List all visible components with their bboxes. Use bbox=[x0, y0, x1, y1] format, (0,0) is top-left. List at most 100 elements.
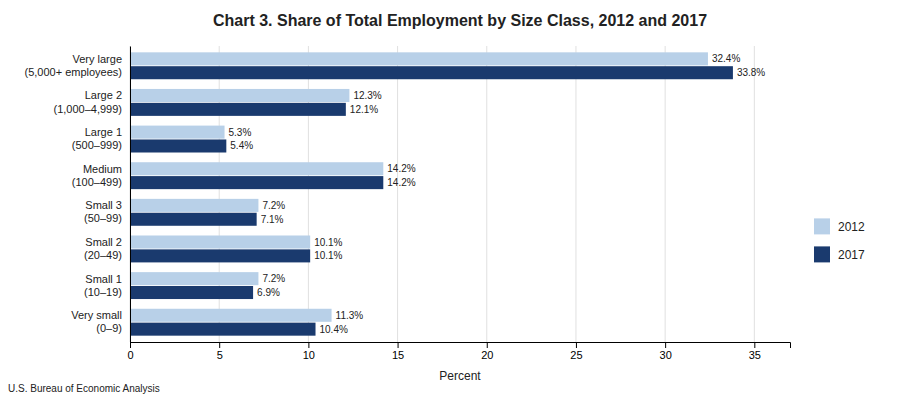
bar bbox=[130, 176, 383, 189]
bar bbox=[130, 139, 226, 152]
tick-label-line: (1,000–4,999) bbox=[54, 103, 123, 115]
data-label: 7.2% bbox=[262, 200, 285, 211]
tick: 5 bbox=[217, 342, 223, 361]
data-labels: 11.3% 7.2% 10.1% 7.2% 14.2% 5.3% 12.3% 32.4% 10.… bbox=[229, 53, 766, 334]
tick-label: Large 2 (1,000–4,999) bbox=[54, 89, 123, 114]
tick-label-line: (500–999) bbox=[72, 139, 122, 151]
data-label: 5.3% bbox=[229, 127, 252, 138]
grid-line bbox=[130, 46, 131, 342]
legend-label: 2012 bbox=[838, 220, 865, 234]
tick: Small 2(20–49) bbox=[84, 236, 122, 261]
tick-label-line: Large 2 bbox=[85, 89, 122, 101]
tick-label-line: (10–19) bbox=[84, 286, 122, 298]
data-label: 14.2% bbox=[387, 163, 415, 174]
tick: Very small(0–9) bbox=[71, 309, 122, 334]
tick-label: 5 bbox=[217, 349, 223, 361]
data-label: 32.4% bbox=[712, 53, 740, 64]
tick-label: 25 bbox=[570, 349, 582, 361]
tick-label-line: (50–99) bbox=[84, 212, 122, 224]
data-label: 5.4% bbox=[230, 140, 253, 151]
tick-label: 0 bbox=[127, 349, 133, 361]
tick: Large 2 (1,000–4,999) bbox=[54, 89, 123, 114]
bar bbox=[130, 89, 349, 102]
grid-line bbox=[575, 46, 576, 342]
tick: 25 bbox=[570, 342, 582, 361]
tick-label: Very large(5,000+ employees) bbox=[24, 53, 122, 78]
bar bbox=[130, 103, 346, 116]
tick-label-line: (5,000+ employees) bbox=[24, 66, 122, 78]
chart: Chart 3. Share of Total Employment by Si… bbox=[0, 0, 900, 400]
data-label: 10.1% bbox=[314, 237, 342, 248]
bar bbox=[130, 126, 225, 139]
axis-line bbox=[130, 47, 131, 343]
x-axis: 0 5 10 15 20 25 30 35 bbox=[127, 342, 790, 361]
tick-mark bbox=[130, 342, 131, 348]
tick-mark bbox=[665, 342, 666, 348]
bar bbox=[130, 286, 253, 299]
tick-label-line: Small 1 bbox=[85, 273, 122, 285]
tick-mark bbox=[487, 342, 488, 348]
tick-label-line: (100–499) bbox=[72, 176, 122, 188]
tick-label-line: Very small bbox=[71, 309, 122, 321]
tick-label-line: (20–49) bbox=[84, 249, 122, 261]
data-label: 10.1% bbox=[314, 250, 342, 261]
bar bbox=[130, 52, 708, 65]
grid bbox=[130, 46, 754, 342]
tick: Small 3(50–99) bbox=[84, 199, 122, 224]
tick: Small 1(10–19) bbox=[84, 273, 122, 298]
data-label: 11.3% bbox=[336, 310, 364, 321]
bar bbox=[130, 235, 310, 248]
legend-item: 2012 bbox=[814, 218, 865, 234]
bar bbox=[130, 162, 383, 175]
bar bbox=[130, 272, 258, 285]
bars bbox=[130, 52, 733, 335]
tick-label: Small 1(10–19) bbox=[84, 273, 122, 298]
tick-label: Large 1(500–999) bbox=[72, 126, 122, 151]
tick-mark bbox=[754, 342, 755, 348]
bar bbox=[130, 323, 316, 336]
title: Chart 3. Share of Total Employment by Si… bbox=[213, 12, 707, 29]
tick: Medium(100–499) bbox=[72, 163, 122, 188]
tick: Large 1(500–999) bbox=[72, 126, 122, 151]
footnote: U.S. Bureau of Economic Analysis bbox=[8, 383, 160, 394]
tick: 35 bbox=[749, 342, 761, 361]
data-label: 7.1% bbox=[261, 214, 284, 225]
bar bbox=[130, 199, 258, 212]
tick: 0 bbox=[127, 342, 133, 361]
tick: 30 bbox=[660, 342, 672, 361]
tick-label: 30 bbox=[660, 349, 672, 361]
tick: 10 bbox=[303, 342, 315, 361]
data-label: 7.2% bbox=[262, 273, 285, 284]
grid-line bbox=[665, 46, 666, 342]
grid-line bbox=[397, 46, 398, 342]
bar bbox=[130, 249, 310, 262]
tick-mark bbox=[219, 342, 220, 348]
legend-swatch bbox=[814, 246, 830, 262]
tick-label: Medium(100–499) bbox=[72, 163, 122, 188]
series bbox=[130, 52, 708, 321]
tick-mark bbox=[576, 342, 577, 348]
tick: 20 bbox=[481, 342, 493, 361]
tick-label: 15 bbox=[392, 349, 404, 361]
tick: Very large(5,000+ employees) bbox=[24, 53, 122, 78]
data-label: 14.2% bbox=[387, 177, 415, 188]
data-label: 33.8% bbox=[737, 67, 765, 78]
bar bbox=[130, 309, 332, 322]
tick-mark bbox=[308, 342, 309, 348]
x-axis-label: Percent bbox=[439, 369, 481, 383]
y-axis: Very small(0–9) Small 1(10–19) Small 2(20–… bbox=[24, 47, 130, 343]
tick-mark bbox=[398, 342, 399, 348]
data-label: 12.1% bbox=[350, 104, 378, 115]
axis-line bbox=[131, 343, 791, 349]
data-label: 12.3% bbox=[353, 90, 381, 101]
tick-label: Very small(0–9) bbox=[71, 309, 122, 334]
series bbox=[130, 66, 733, 335]
tick-label-line: (0–9) bbox=[96, 322, 122, 334]
data-label: 6.9% bbox=[257, 287, 280, 298]
tick: 15 bbox=[392, 342, 404, 361]
bar bbox=[130, 66, 733, 79]
tick-label-line: Small 2 bbox=[85, 236, 122, 248]
tick-label: Small 3(50–99) bbox=[84, 199, 122, 224]
data-label: 10.4% bbox=[320, 324, 348, 335]
tick-label-line: Medium bbox=[83, 163, 122, 175]
